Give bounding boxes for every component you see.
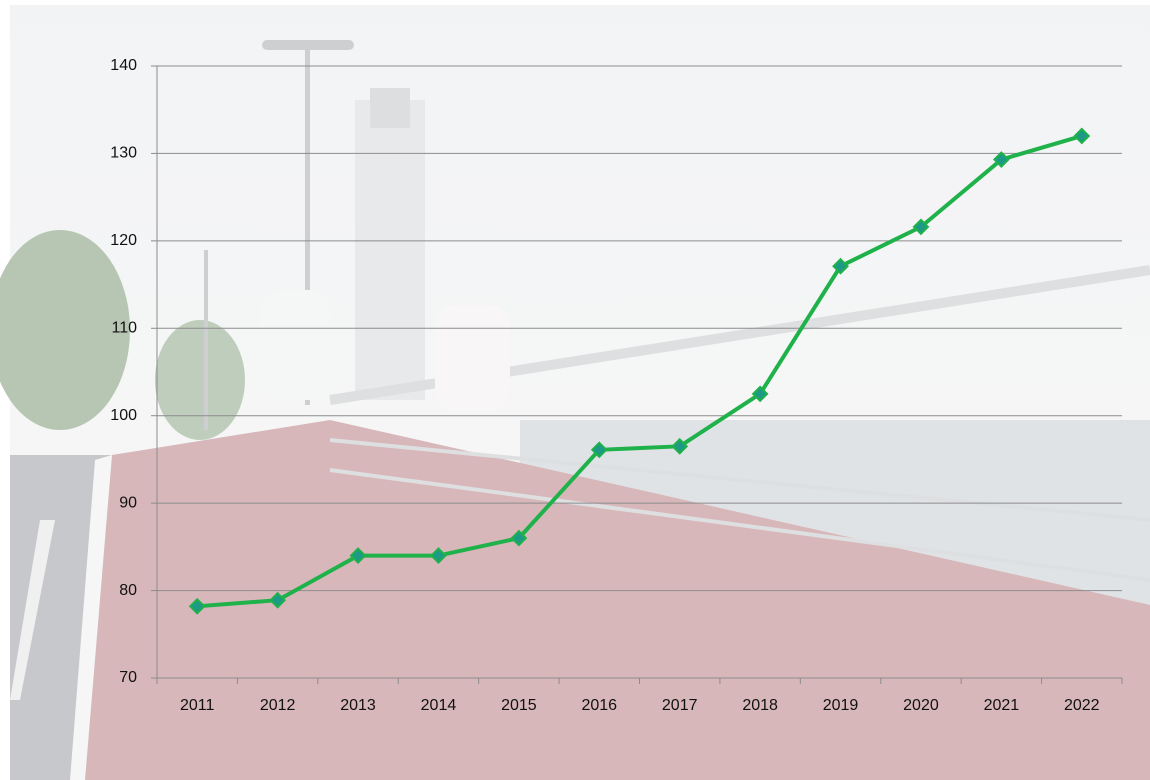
x-tick-label: 2021 <box>984 697 1020 714</box>
x-tick-label: 2015 <box>501 697 537 714</box>
x-tick-label: 2014 <box>421 697 457 714</box>
y-tick-label: 90 <box>119 494 137 511</box>
page: 70 80 90 100 110 120 130 140 2011 2012 2013 2014 201… <box>0 0 1150 780</box>
y-tick-label: 70 <box>119 669 137 686</box>
y-tick-label: 80 <box>119 582 137 599</box>
x-tick-label: 2011 <box>180 697 215 714</box>
photo-wash <box>0 0 1150 780</box>
background-photo <box>0 0 1150 780</box>
x-tick-label: 2019 <box>823 697 859 714</box>
y-tick-label: 110 <box>111 320 137 337</box>
x-tick-label: 2022 <box>1064 697 1100 714</box>
chart: 70 80 90 100 110 120 130 140 2011 2012 2013 2014 201… <box>0 0 1150 780</box>
y-tick-label: 140 <box>110 57 137 74</box>
x-tick-label: 2012 <box>260 697 296 714</box>
y-tick-label: 120 <box>110 232 137 249</box>
x-tick-label: 2018 <box>742 697 778 714</box>
y-tick-label: 130 <box>110 145 137 162</box>
x-tick-label: 2016 <box>581 697 617 714</box>
y-tick-label: 100 <box>110 407 137 424</box>
x-tick-label: 2013 <box>340 697 376 714</box>
x-tick-label: 2020 <box>903 697 939 714</box>
x-tick-label: 2017 <box>662 697 698 714</box>
